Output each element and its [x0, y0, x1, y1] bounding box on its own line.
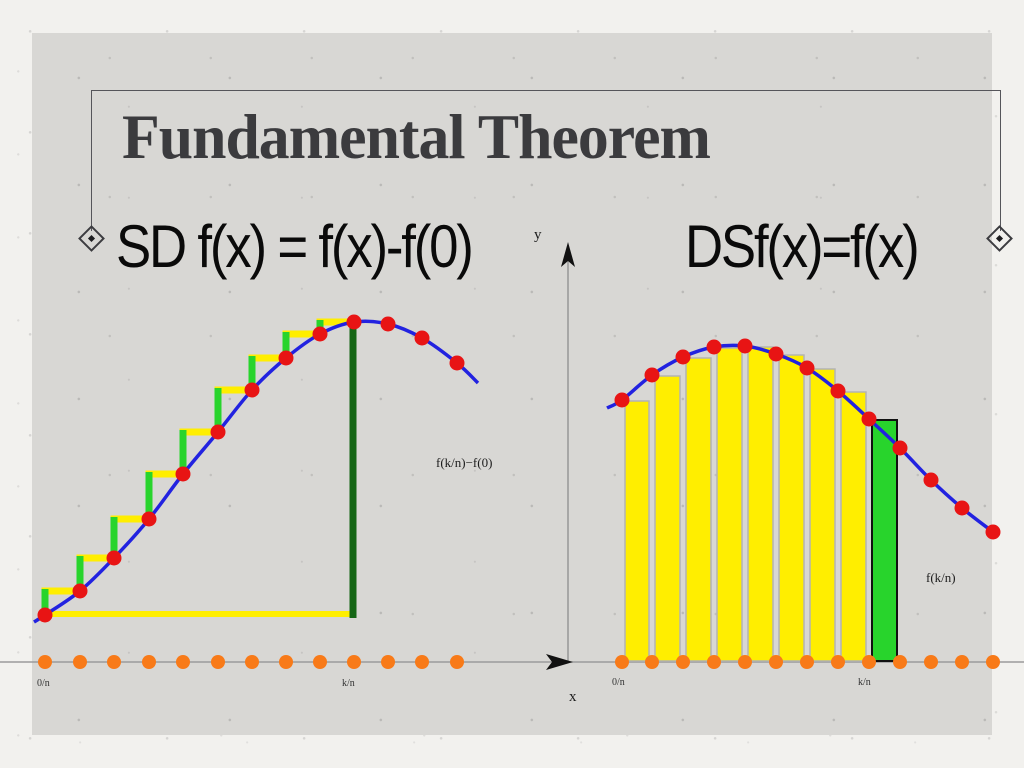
right-k-tick-label: k/n: [858, 677, 871, 688]
y-axis-label: y: [534, 227, 542, 243]
right-origin-tick-label: 0/n: [612, 677, 625, 688]
left-origin-tick-label: 0/n: [37, 678, 50, 689]
riemann-annotation: f(k/n): [926, 570, 956, 585]
x-axis-label: x: [569, 689, 577, 705]
title-frame: [91, 90, 1001, 231]
staircase-annotation: f(k/n)−f(0): [436, 455, 493, 470]
left-k-tick-label: k/n: [342, 678, 355, 689]
slide-title: Fundamental Theorem: [122, 102, 711, 172]
slide: Fundamental Theorem SD f(x) = f(x)-f(0) …: [32, 33, 1013, 735]
formula-sd: SD f(x) = f(x)-f(0): [116, 213, 474, 280]
formula-ds: DSf(x)=f(x): [685, 213, 920, 280]
